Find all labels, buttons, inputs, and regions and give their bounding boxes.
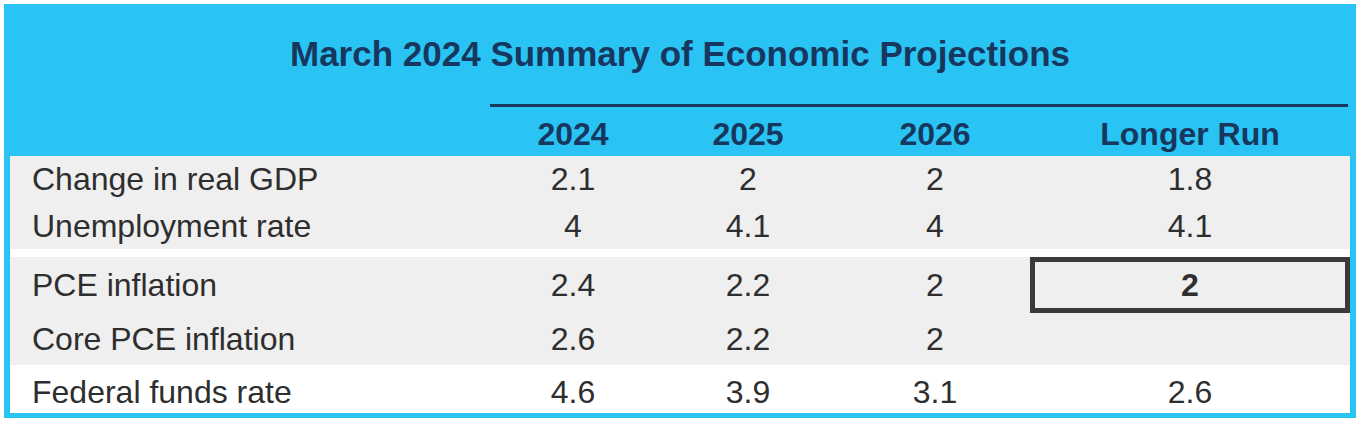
projections-table: March 2024 Summary of Economic Projectio… [4,4,1356,418]
column-header-2024: 2024 [490,112,656,156]
column-header-empty [10,112,490,156]
table-row-unemployment: Unemployment rate 4 4.1 4 4.1 [10,203,1350,249]
column-header-row: 2024 2025 2026 Longer Run [10,112,1350,156]
value-cell: 2.6 [1030,374,1350,411]
value-cell: 3.9 [656,374,840,411]
value-cell: 2.4 [490,267,656,304]
table-row-federal-funds-rate: Federal funds rate 4.6 3.9 3.1 2.6 [10,371,1350,413]
value-cell: 4 [490,208,656,245]
value-cell: 3.1 [840,374,1030,411]
value-cell: 4.1 [656,208,840,245]
highlighted-value-cell: 2 [1030,257,1350,313]
value-cell: 2.2 [656,321,840,358]
row-label: Core PCE inflation [10,321,490,358]
value-cell: 4.6 [490,374,656,411]
row-group-activity: Change in real GDP 2.1 2 2 1.8 Unemploym… [4,156,1356,249]
value-cell: 2.1 [490,161,656,198]
column-header-2025: 2025 [656,112,840,156]
table-row-core-pce-inflation: Core PCE inflation 2.6 2.2 2 [10,313,1350,365]
table-body: Change in real GDP 2.1 2 2 1.8 Unemploym… [4,156,1356,413]
slide: March 2024 Summary of Economic Projectio… [0,0,1360,422]
value-cell: 2.6 [490,321,656,358]
row-label: Change in real GDP [10,161,490,198]
value-cell: 2 [840,267,1030,304]
value-cell: 1.8 [1030,161,1350,198]
value-cell: 2 [840,321,1030,358]
table-row-pce-inflation: PCE inflation 2.4 2.2 2 2 [10,257,1350,313]
row-label: PCE inflation [10,267,490,304]
value-cell: 2.2 [656,267,840,304]
value-cell: 4 [840,208,1030,245]
column-header-2026: 2026 [840,112,1030,156]
row-group-policy-rate: Federal funds rate 4.6 3.9 3.1 2.6 [4,371,1356,413]
table-header: March 2024 Summary of Economic Projectio… [4,4,1356,156]
header-rule [490,104,1348,107]
row-group-divider [4,249,1356,257]
column-header-longer-run: Longer Run [1030,112,1350,156]
value-cell: 2 [840,161,1030,198]
value-cell: 4.1 [1030,208,1350,245]
value-cell: 2 [656,161,840,198]
row-group-inflation: PCE inflation 2.4 2.2 2 2 Core PCE infla… [4,257,1356,365]
row-label: Unemployment rate [10,208,490,245]
row-label: Federal funds rate [10,374,490,411]
table-title: March 2024 Summary of Economic Projectio… [4,4,1356,74]
table-row-gdp: Change in real GDP 2.1 2 2 1.8 [10,156,1350,203]
